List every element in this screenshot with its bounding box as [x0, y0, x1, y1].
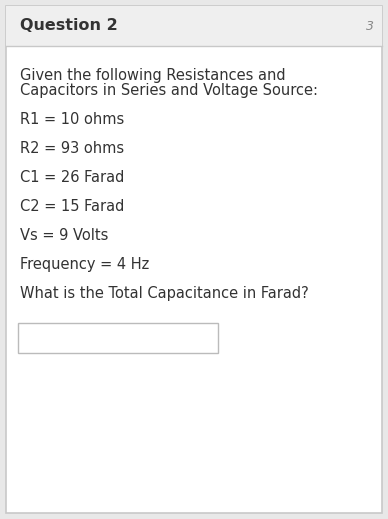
Text: Frequency = 4 Hz: Frequency = 4 Hz [20, 257, 149, 272]
Text: Question 2: Question 2 [20, 19, 118, 34]
Text: R1 = 10 ohms: R1 = 10 ohms [20, 112, 124, 127]
Text: Given the following Resistances and: Given the following Resistances and [20, 68, 286, 83]
Text: C2 = 15 Farad: C2 = 15 Farad [20, 199, 125, 214]
Text: Capacitors in Series and Voltage Source:: Capacitors in Series and Voltage Source: [20, 83, 318, 98]
Bar [6, 6, 382, 46]
Bar [18, 323, 218, 353]
Text: C1 = 26 Farad: C1 = 26 Farad [20, 170, 125, 185]
Text: What is the Total Capacitance in Farad?: What is the Total Capacitance in Farad? [20, 286, 309, 301]
Text: 3: 3 [366, 20, 374, 33]
Text: R2 = 93 ohms: R2 = 93 ohms [20, 141, 124, 156]
Text: Vs = 9 Volts: Vs = 9 Volts [20, 228, 108, 243]
